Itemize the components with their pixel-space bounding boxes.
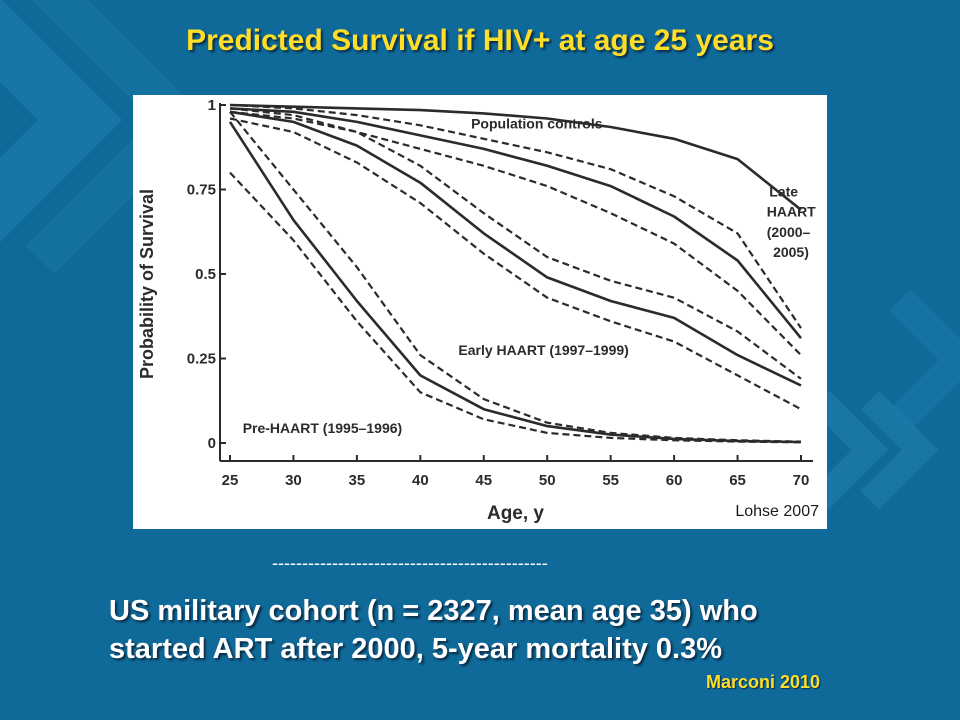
x-tick-label: 30 <box>285 472 302 489</box>
series-line-pre-haart-lower <box>229 171 802 444</box>
x-tick-label: 25 <box>222 472 239 489</box>
chart-annotation: Population controls <box>471 116 603 132</box>
survival-chart: 25 30 35 40 45 50 55 60 65 70 0 0.25 0.5 0.75 1 Age, y P… <box>133 95 827 529</box>
y-tick-label: 1 <box>208 97 216 114</box>
y-tick-label: 0 <box>208 435 216 452</box>
x-tick-label: 55 <box>602 472 619 489</box>
x-tick-label: 60 <box>666 472 683 489</box>
series-line-pre-haart <box>228 121 802 444</box>
series-line-late-haart-upper <box>229 103 802 329</box>
slide-title: Predicted Survival if HIV+ at age 25 yea… <box>186 24 774 57</box>
chart-annotation: Early HAART (1997–1999) <box>458 342 628 358</box>
series-line-early-haart <box>229 110 802 387</box>
series-line-population-controls <box>229 103 802 211</box>
chart-annotation: Pre-HAART (1995–1996) <box>243 420 403 436</box>
y-axis-label: Probability of Survival <box>137 189 157 379</box>
x-tick-label: 65 <box>729 472 746 489</box>
series-line-early-haart-lower <box>229 117 802 411</box>
series-line-early-haart-upper <box>229 107 802 380</box>
x-tick-label: 40 <box>412 472 429 489</box>
chart-annotation: 2005) <box>773 244 809 260</box>
dashed-separator: ----------------------------------------… <box>272 553 548 573</box>
x-tick-label: 45 <box>475 472 492 489</box>
y-tick-label: 0.25 <box>187 351 216 368</box>
chart-annotation: (2000– <box>767 224 811 240</box>
chart-canvas: 25 30 35 40 45 50 55 60 65 70 0 0.25 0.5 0.75 1 Age, y P… <box>137 97 816 524</box>
bottom-citation: Marconi 2010 <box>706 672 821 692</box>
y-tick-label: 0.75 <box>187 182 216 199</box>
x-axis-label: Age, y <box>487 503 544 524</box>
summary-line-1: US military cohort (n = 2327, mean age 3… <box>109 595 758 627</box>
x-tick-label: 70 <box>793 472 810 489</box>
x-tick-label: 35 <box>349 472 366 489</box>
series-line-late-haart <box>229 107 803 340</box>
summary-line-2: started ART after 2000, 5-year mortality… <box>109 633 723 665</box>
y-tick-label: 0.5 <box>195 266 216 283</box>
summary-text: US military cohort (n = 2327, mean age 3… <box>109 592 869 668</box>
x-tick-label: 50 <box>539 472 556 489</box>
chart-annotation: HAART <box>767 204 816 220</box>
chart-citation: Lohse 2007 <box>735 503 819 520</box>
chart-annotation: Late <box>769 183 798 199</box>
series-line-pre-haart-upper <box>229 111 802 443</box>
series-line-late-haart-lower <box>229 110 802 356</box>
